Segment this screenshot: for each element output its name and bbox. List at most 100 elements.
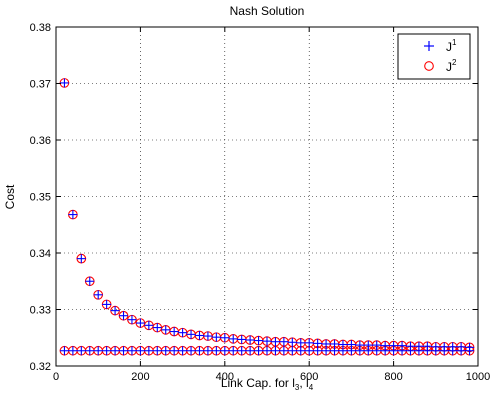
data-point-plus [270,346,280,356]
y-tick-label: 0.37 [30,79,51,91]
data-point-plus [119,311,129,321]
data-point-plus [127,315,137,325]
data-point-plus [68,210,78,220]
x-tick-label: 400 [216,371,234,383]
chart-title: Nash Solution [230,4,305,18]
y-tick-label: 0.33 [30,305,51,317]
data-point-plus [245,346,255,356]
data-point-plus [76,254,86,264]
data-point-plus [296,338,306,348]
data-point-plus [237,346,247,356]
data-point-plus [110,306,120,316]
legend-label-j1: J1 [446,38,457,54]
y-tick-label: 0.38 [30,22,51,34]
data-point-plus [211,346,221,356]
data-point-plus [178,346,188,356]
y-tick-label: 0.35 [30,192,51,204]
data-point-plus [355,340,365,350]
data-point-plus [161,325,171,335]
data-point-plus [203,346,213,356]
data-point-plus [127,346,137,356]
data-point-plus [68,346,78,356]
data-point-plus [405,341,415,351]
x-tick-label: 800 [384,371,402,383]
data-point-plus [439,342,449,352]
plot-area [56,27,478,366]
data-point-plus [110,346,120,356]
data-point-plus [220,333,230,343]
data-point-plus [102,299,112,309]
data-point-plus [279,337,289,347]
x-axis-label-sub-2: 4 [309,383,314,392]
data-point-plus [102,346,112,356]
x-tick-label: 200 [131,371,149,383]
data-point-plus [59,78,69,88]
data-point-plus [414,341,424,351]
data-point-plus [321,339,331,349]
x-axis-label-sub-1: 3 [295,383,300,392]
y-axis-label: Cost [3,184,17,209]
data-point-plus [194,330,204,340]
data-point-plus [254,336,264,346]
data-point-plus [304,346,314,356]
data-point-plus [245,335,255,345]
data-point-plus [186,329,196,339]
data-point-plus [169,346,179,356]
data-point-plus [287,337,297,347]
legend-marker-j1 [424,41,434,51]
data-point-plus [228,334,238,344]
grid-lines [56,27,478,366]
data-point-plus [279,346,289,356]
data-point-plus [254,346,264,356]
data-point-plus [194,346,204,356]
x-tick-label: 600 [300,371,318,383]
data-point-plus [372,340,382,350]
data-point-plus [152,346,162,356]
data-point-plus [186,346,196,356]
data-point-plus [380,341,390,351]
legend-marker-j2 [424,61,434,71]
data-point-plus [270,337,280,347]
data-point-plus [85,276,95,286]
data-point-plus [59,346,69,356]
data-point-plus [169,327,179,337]
data-point-plus [389,341,399,351]
y-tick-label: 0.36 [30,135,51,147]
y-tick-label: 0.34 [30,248,51,260]
data-point-plus [262,336,272,346]
data-point-plus [431,342,441,352]
data-point-plus [237,334,247,344]
legend-label-j2: J2 [446,58,457,74]
data-point-plus [304,338,314,348]
data-point-plus [178,328,188,338]
data-point-plus [346,340,356,350]
data-point-plus [119,346,129,356]
data-markers [59,78,475,356]
data-point-plus [93,290,103,300]
data-point-plus [211,332,221,342]
data-point-plus [338,340,348,350]
data-point-plus [262,346,272,356]
data-point-plus [135,346,145,356]
data-point-plus [456,342,466,352]
data-point-plus [287,346,297,356]
data-point-plus [161,346,171,356]
data-point-plus [93,346,103,356]
data-point-plus [203,331,213,341]
data-point-plus [296,346,306,356]
x-axis-label-main: Link Cap. for l [221,376,295,390]
data-point-plus [85,346,95,356]
data-point-plus [228,346,238,356]
data-point-plus [422,341,432,351]
data-point-plus [397,341,407,351]
x-axis-label-mid: , l [299,376,308,390]
data-point-plus [144,346,154,356]
legend: J1 J2 [397,33,471,80]
x-axis-label: Link Cap. for l3, l4 [221,376,314,392]
data-point-plus [448,342,458,352]
x-tick-label: 1000 [466,371,490,383]
data-point-plus [363,340,373,350]
data-point-plus [144,320,154,330]
data-point-plus [135,318,145,328]
